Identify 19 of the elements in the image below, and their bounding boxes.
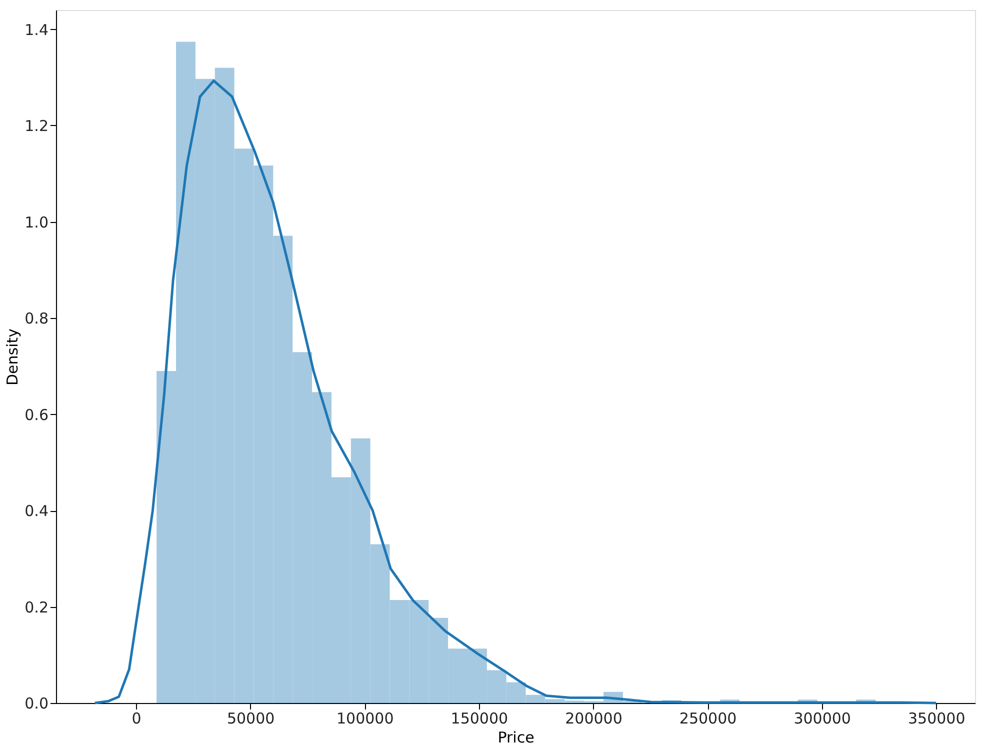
y-tick-label: 0.0 [24, 694, 48, 712]
y-tick-label: 0.8 [24, 310, 48, 328]
x-axis-title: Price [498, 728, 534, 746]
y-tick-label: 1.0 [24, 213, 48, 232]
y-axis-title: Density [4, 328, 22, 386]
y-tick-label: 0.6 [24, 406, 48, 424]
x-tick-label: 150000 [450, 710, 508, 728]
x-tick-label: 100000 [336, 710, 394, 728]
line-series [94, 79, 938, 704]
y-tick-label: 0.2 [24, 598, 48, 616]
x-tick-label: 350000 [908, 710, 966, 728]
x-tick-label: 50000 [226, 710, 275, 728]
x-tick-label: 0 [132, 710, 142, 728]
x-tick-label: 300000 [794, 710, 851, 728]
y-tick-label: 1.4 [24, 20, 48, 39]
x-tick-label: 200000 [565, 710, 622, 728]
x-tick-label: 250000 [679, 710, 737, 728]
y-tick-label: 1.2 [24, 117, 48, 135]
y-tick-label: 0.4 [24, 502, 48, 520]
